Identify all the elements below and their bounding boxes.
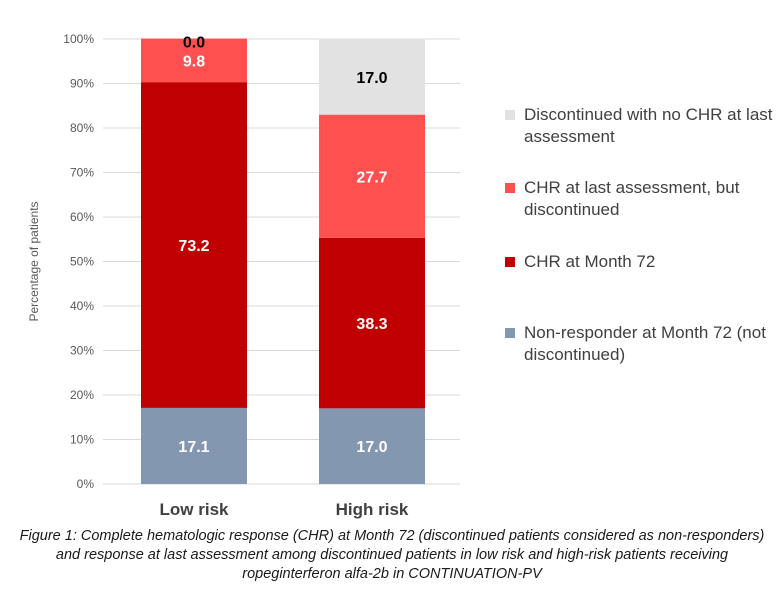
bar-segment (319, 114, 425, 238)
legend-swatch-discontinued-no-chr (505, 110, 515, 120)
legend-label-chr-last-assessment: CHR at last assessment, but discontinued (524, 178, 740, 219)
data-label: 27.7 (356, 169, 387, 186)
legend-item-chr-last-assessment: CHR at last assessment, but discontinued (505, 177, 780, 221)
bar-segment (319, 237, 425, 409)
data-label: 17.1 (178, 439, 209, 456)
data-label: 17.0 (356, 70, 387, 87)
data-label: 17.0 (356, 439, 387, 456)
y-tick-label: 40% (70, 299, 94, 313)
y-tick-label: 0% (77, 477, 95, 491)
y-tick-label: 100% (63, 32, 94, 46)
data-label: 73.2 (178, 238, 209, 255)
data-label: 0.0 (183, 35, 205, 52)
data-label: 9.8 (183, 53, 205, 70)
y-tick-label: 50% (70, 255, 94, 269)
y-tick-label: 80% (70, 121, 94, 135)
stacked-bar-chart: 0% 10% 20% 30% 40% 50% 60% 70% 80% 90% 100% Percent… (27, 32, 460, 519)
legend-label-discontinued-no-chr: Discontinued with no CHR at last assessm… (524, 105, 773, 146)
bar-segment (141, 82, 247, 408)
legend-item-chr-month-72: CHR at Month 72 (505, 251, 780, 273)
legend-label-non-responder: Non-responder at Month 72 (not discontin… (524, 323, 766, 364)
y-tick-label: 10% (70, 433, 94, 447)
x-category-label: Low risk (160, 500, 230, 519)
bar-segment (141, 407, 247, 484)
y-tick-label: 20% (70, 388, 94, 402)
bar-segment (141, 38, 247, 83)
bar-segment (319, 408, 425, 484)
figure-caption: Figure 1: Complete hematologic response … (19, 528, 765, 582)
legend-swatch-non-responder (505, 328, 515, 338)
data-label: 38.3 (356, 316, 387, 333)
y-tick-label: 30% (70, 344, 94, 358)
x-category-label: High risk (336, 500, 409, 519)
bar-segment (319, 39, 425, 115)
y-tick-label: 60% (70, 210, 94, 224)
legend-swatch-chr-last-assessment (505, 183, 515, 193)
legend-item-discontinued-no-chr: Discontinued with no CHR at last assessm… (505, 104, 780, 148)
y-axis-label: Percentage of patients (27, 201, 41, 321)
legend-item-non-responder: Non-responder at Month 72 (not discontin… (505, 322, 780, 366)
legend-label-chr-month-72: CHR at Month 72 (524, 252, 656, 271)
legend-swatch-chr-month-72 (505, 257, 515, 267)
y-tick-label: 70% (70, 166, 94, 180)
y-tick-label: 90% (70, 77, 94, 91)
